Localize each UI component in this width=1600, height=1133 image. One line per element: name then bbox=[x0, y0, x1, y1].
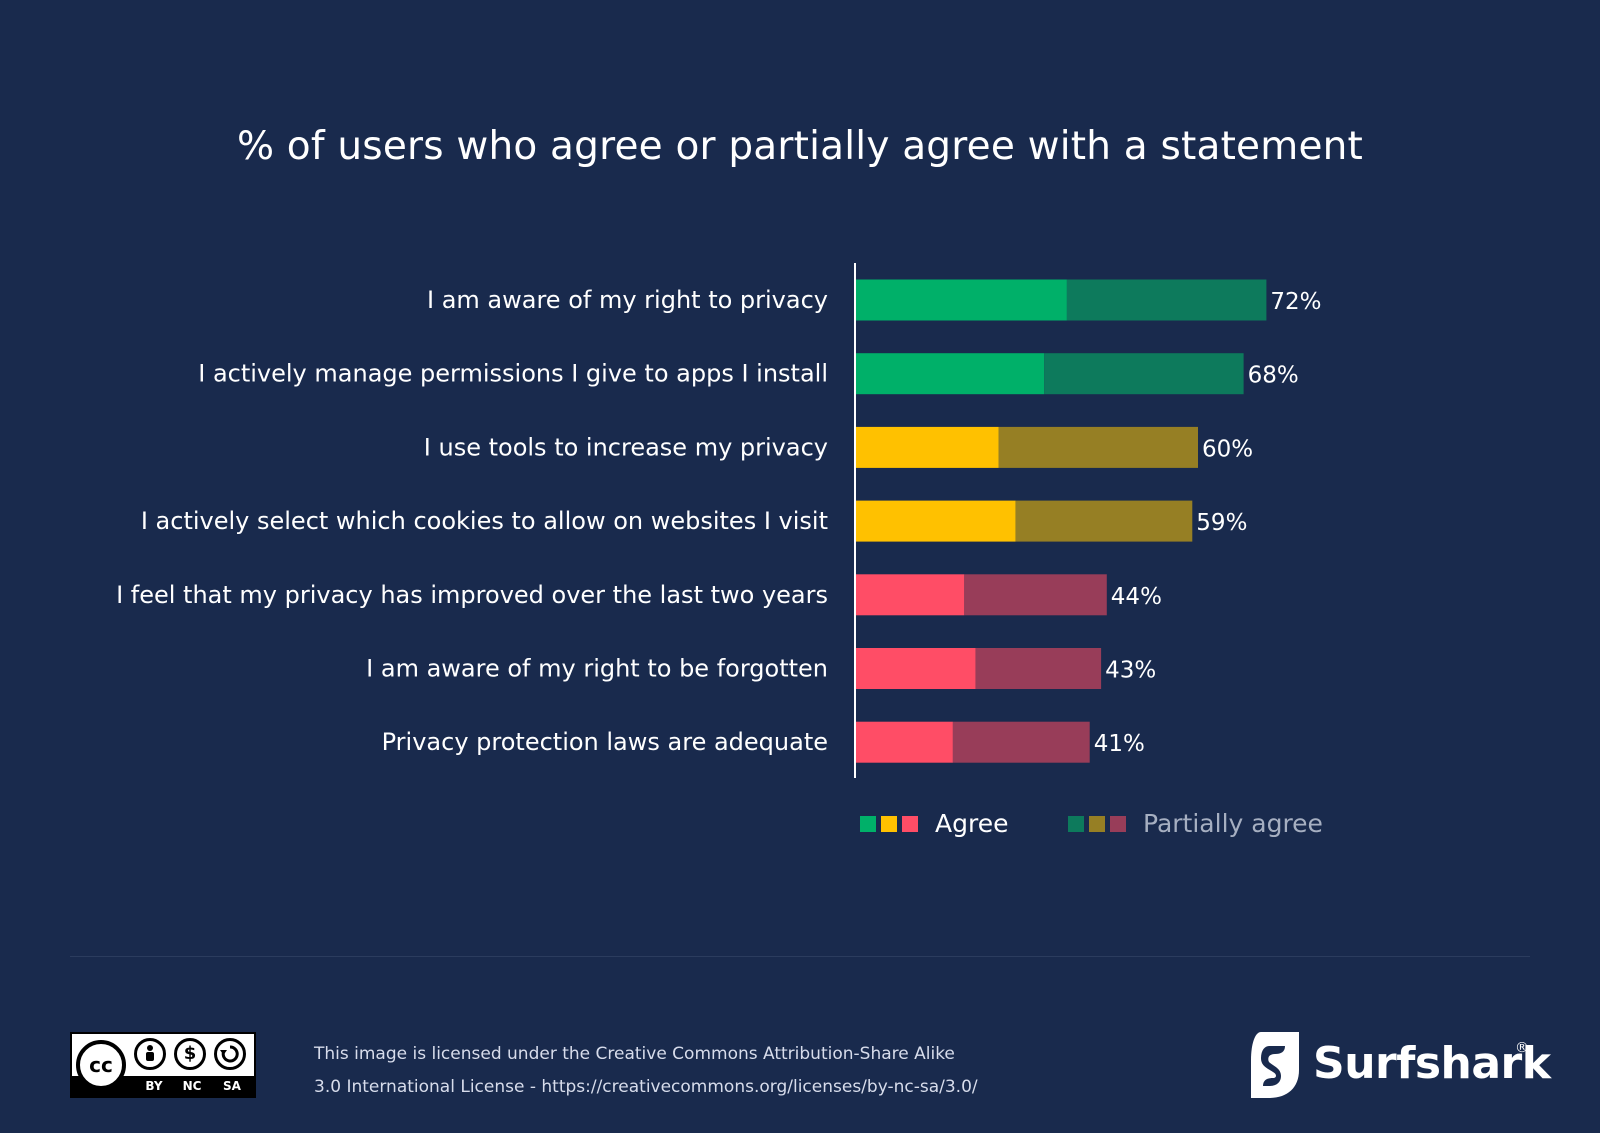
bar-partially-agree bbox=[1044, 353, 1244, 395]
surfshark-logo[interactable]: Surfshark ® bbox=[1247, 1030, 1551, 1100]
data-label: 72% bbox=[1270, 289, 1321, 315]
cc-nc-label: NC bbox=[182, 1079, 202, 1093]
category-label: I actively select which cookies to allow… bbox=[141, 507, 828, 535]
legend-swatch bbox=[1068, 816, 1084, 832]
legend-swatch bbox=[902, 816, 918, 832]
bar-agree bbox=[856, 500, 1016, 542]
bar-agree bbox=[856, 353, 1045, 395]
attribution-person-icon bbox=[134, 1038, 166, 1070]
category-label: I feel that my privacy has improved over… bbox=[116, 581, 828, 609]
bar-agree bbox=[856, 648, 976, 689]
bar-partially-agree bbox=[975, 648, 1102, 689]
bar-agree bbox=[856, 279, 1067, 321]
license-text: This image is licensed under the Creativ… bbox=[314, 1038, 1034, 1104]
category-label: Privacy protection laws are adequate bbox=[382, 728, 828, 756]
bar-partially-agree bbox=[1066, 279, 1267, 321]
footer-divider bbox=[70, 956, 1530, 957]
legend-swatch bbox=[860, 816, 876, 832]
data-label: 59% bbox=[1196, 510, 1247, 536]
stacked-bar-chart: I am aware of my right to privacy 72% I ac… bbox=[116, 263, 1323, 838]
bar-agree bbox=[856, 574, 965, 616]
cc-license-badge[interactable]: cc $ BY NC SA bbox=[70, 1032, 256, 1098]
category-label: I am aware of my right to be forgotten bbox=[366, 655, 828, 683]
bar-agree bbox=[856, 721, 953, 763]
bar-partially-agree bbox=[964, 574, 1107, 616]
data-label: 44% bbox=[1111, 584, 1162, 610]
license-line-1: This image is licensed under the Creativ… bbox=[314, 1044, 955, 1064]
bar-partially-agree bbox=[1015, 500, 1193, 542]
bar-partially-agree bbox=[998, 426, 1198, 468]
bar-agree bbox=[856, 426, 999, 468]
surfshark-logo-icon bbox=[1251, 1032, 1299, 1098]
cc-sa-label: SA bbox=[223, 1079, 241, 1093]
category-label: I actively manage permissions I give to … bbox=[198, 360, 828, 388]
brand-name: Surfshark bbox=[1313, 1038, 1551, 1089]
legend-swatch bbox=[1110, 816, 1126, 832]
chart-title: % of users who agree or partially agree … bbox=[236, 124, 1364, 169]
data-label: 41% bbox=[1094, 731, 1145, 757]
legend-swatch bbox=[881, 816, 897, 832]
noncommercial-dollar-icon: $ bbox=[174, 1038, 206, 1070]
brand-registered-mark: ® bbox=[1515, 1040, 1529, 1056]
cc-logo-icon: cc bbox=[76, 1040, 126, 1090]
data-label: 68% bbox=[1248, 363, 1299, 389]
license-line-2[interactable]: 3.0 International License - https://crea… bbox=[314, 1077, 978, 1097]
legend-label: Partially agree bbox=[1143, 809, 1323, 838]
legend-swatch bbox=[1089, 816, 1105, 832]
category-label: I am aware of my right to privacy bbox=[427, 286, 828, 314]
category-label: I use tools to increase my privacy bbox=[424, 433, 828, 461]
cc-by-label: BY bbox=[145, 1079, 163, 1093]
sharealike-icon bbox=[214, 1038, 246, 1070]
data-label: 60% bbox=[1202, 436, 1253, 462]
legend-label: Agree bbox=[935, 809, 1008, 838]
bar-partially-agree bbox=[952, 721, 1090, 763]
data-label: 43% bbox=[1105, 658, 1156, 684]
